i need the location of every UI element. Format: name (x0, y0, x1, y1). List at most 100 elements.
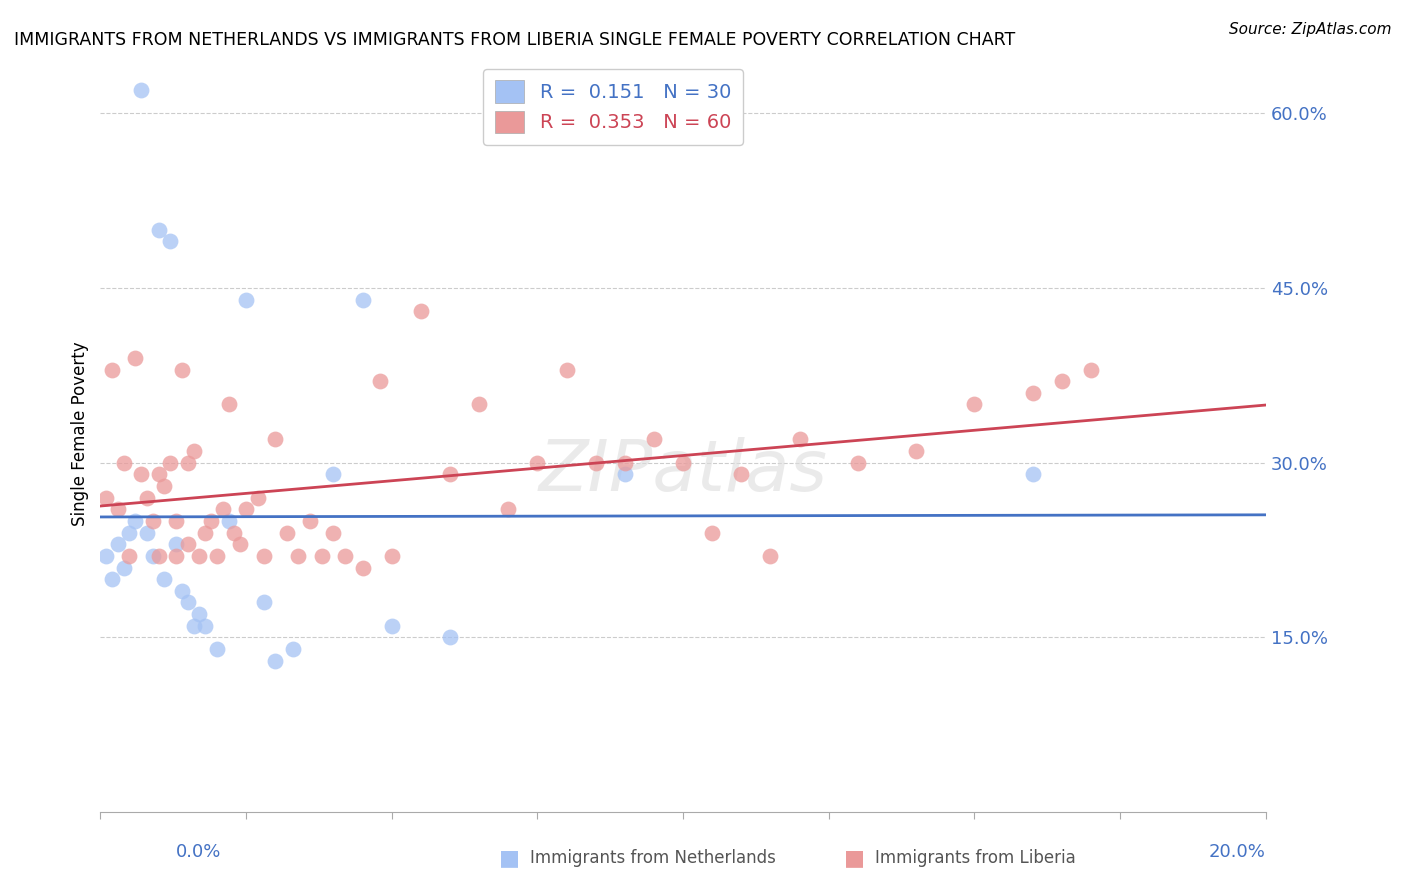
Point (148, 467, 170, 482)
Point (672, 456, 695, 470)
Point (205, 642, 228, 657)
Point (118, 549, 141, 563)
Point (129, 83, 152, 97)
Point (1021, 467, 1043, 482)
Point (246, 491, 269, 505)
Point (281, 642, 304, 657)
Point (322, 467, 344, 482)
Point (153, 572, 176, 586)
Point (759, 549, 782, 563)
Point (333, 549, 356, 563)
Point (177, 537, 200, 551)
Point (148, 223, 170, 237)
Point (170, 362, 193, 376)
Point (439, 467, 461, 482)
Point (142, 549, 165, 563)
Point (165, 549, 187, 563)
Point (276, 525, 298, 540)
Point (177, 456, 200, 470)
Point (299, 514, 322, 528)
Point (585, 456, 607, 470)
Text: IMMIGRANTS FROM NETHERLANDS VS IMMIGRANTS FROM LIBERIA SINGLE FEMALE POVERTY COR: IMMIGRANTS FROM NETHERLANDS VS IMMIGRANT… (14, 31, 1015, 49)
Point (905, 444, 928, 458)
Point (118, 525, 141, 540)
Text: 0.0%: 0.0% (176, 843, 221, 861)
Point (177, 595, 200, 609)
Point (205, 549, 228, 563)
Text: ■: ■ (499, 848, 520, 868)
Point (613, 467, 636, 482)
Point (211, 502, 233, 516)
Legend: R =  0.151   N = 30, R =  0.353   N = 60: R = 0.151 N = 30, R = 0.353 N = 60 (484, 69, 742, 145)
Point (311, 549, 333, 563)
Point (107, 537, 129, 551)
Point (613, 456, 636, 470)
Point (381, 619, 404, 633)
Point (107, 502, 129, 516)
Point (124, 514, 146, 528)
Point (496, 502, 519, 516)
Point (165, 514, 187, 528)
Text: ZIPatlas: ZIPatlas (538, 437, 828, 506)
Point (136, 525, 159, 540)
Point (218, 514, 240, 528)
Point (218, 397, 240, 411)
Point (96, 549, 118, 563)
Point (142, 514, 165, 528)
Point (148, 549, 170, 563)
Point (153, 479, 176, 493)
Point (963, 397, 986, 411)
Point (368, 374, 391, 388)
Text: 20.0%: 20.0% (1209, 843, 1265, 861)
Point (124, 351, 146, 365)
Point (101, 362, 124, 376)
Point (159, 456, 181, 470)
Text: ■: ■ (844, 848, 865, 868)
Point (183, 444, 205, 458)
Point (159, 235, 181, 249)
Point (702, 525, 724, 540)
Point (1050, 374, 1073, 388)
Point (352, 560, 374, 574)
Text: Source: ZipAtlas.com: Source: ZipAtlas.com (1229, 22, 1392, 37)
Point (264, 654, 287, 668)
Point (555, 362, 578, 376)
Point (229, 537, 252, 551)
Point (165, 537, 187, 551)
Point (235, 293, 257, 307)
Point (194, 525, 217, 540)
Point (468, 397, 491, 411)
Point (235, 502, 257, 516)
Point (194, 619, 217, 633)
Point (789, 433, 811, 447)
Point (1080, 362, 1102, 376)
Point (129, 467, 152, 482)
Point (846, 456, 869, 470)
Point (101, 572, 124, 586)
Point (200, 514, 222, 528)
Point (112, 560, 135, 574)
Point (188, 607, 211, 621)
Point (252, 595, 274, 609)
Point (224, 525, 246, 540)
Point (643, 433, 665, 447)
Point (264, 433, 287, 447)
Point (188, 549, 211, 563)
Point (252, 549, 274, 563)
Point (409, 304, 432, 318)
Point (322, 525, 344, 540)
Point (112, 456, 135, 470)
Point (170, 583, 193, 598)
Point (183, 619, 205, 633)
Point (381, 549, 404, 563)
Point (287, 549, 309, 563)
Point (96, 491, 118, 505)
Point (526, 456, 548, 470)
Text: Immigrants from Liberia: Immigrants from Liberia (875, 849, 1076, 867)
Point (1021, 385, 1043, 400)
Point (730, 467, 752, 482)
Point (352, 293, 374, 307)
Point (136, 491, 159, 505)
Y-axis label: Single Female Poverty: Single Female Poverty (72, 342, 89, 526)
Point (439, 631, 461, 645)
